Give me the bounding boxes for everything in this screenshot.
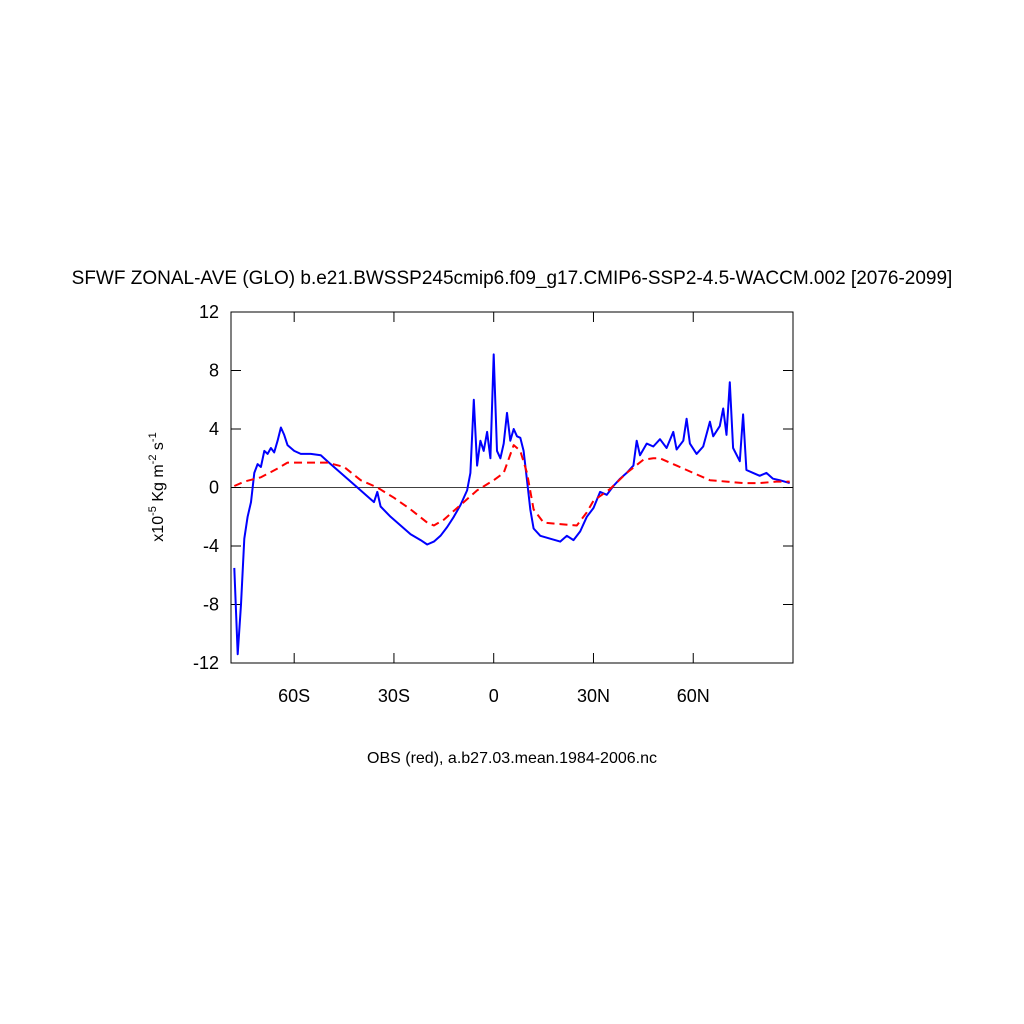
x-tick-label: 0 xyxy=(489,686,499,706)
y-tick-label: 0 xyxy=(209,478,219,498)
y-tick-label: -8 xyxy=(203,595,219,615)
x-tick-label: 60S xyxy=(278,686,310,706)
y-tick-label: -12 xyxy=(193,653,219,673)
y-tick-label: 8 xyxy=(209,361,219,381)
y-label-part: -2 xyxy=(147,455,159,465)
data-line xyxy=(233,353,790,656)
y-axis-label: x10-5 Kg m-2 s-1 xyxy=(147,432,167,541)
y-tick-label: 4 xyxy=(209,419,219,439)
y-label-part: x10 xyxy=(150,516,167,542)
y-label-part: s xyxy=(150,442,167,454)
y-label-part: -1 xyxy=(147,432,159,442)
y-tick-label: 12 xyxy=(199,302,219,322)
y-tick-label: -4 xyxy=(203,536,219,556)
y-label-part: -5 xyxy=(147,506,159,516)
x-tick-label: 60N xyxy=(677,686,710,706)
data-line xyxy=(233,444,790,527)
x-axis-label: OBS (red), a.b27.03.mean.1984-2006.nc xyxy=(367,750,657,767)
x-tick-label: 30N xyxy=(577,686,610,706)
x-tick-label: 30S xyxy=(378,686,410,706)
y-label-part: Kg m xyxy=(150,464,167,506)
chart-title: SFWF ZONAL-AVE (GLO) b.e21.BWSSP245cmip6… xyxy=(72,268,953,289)
